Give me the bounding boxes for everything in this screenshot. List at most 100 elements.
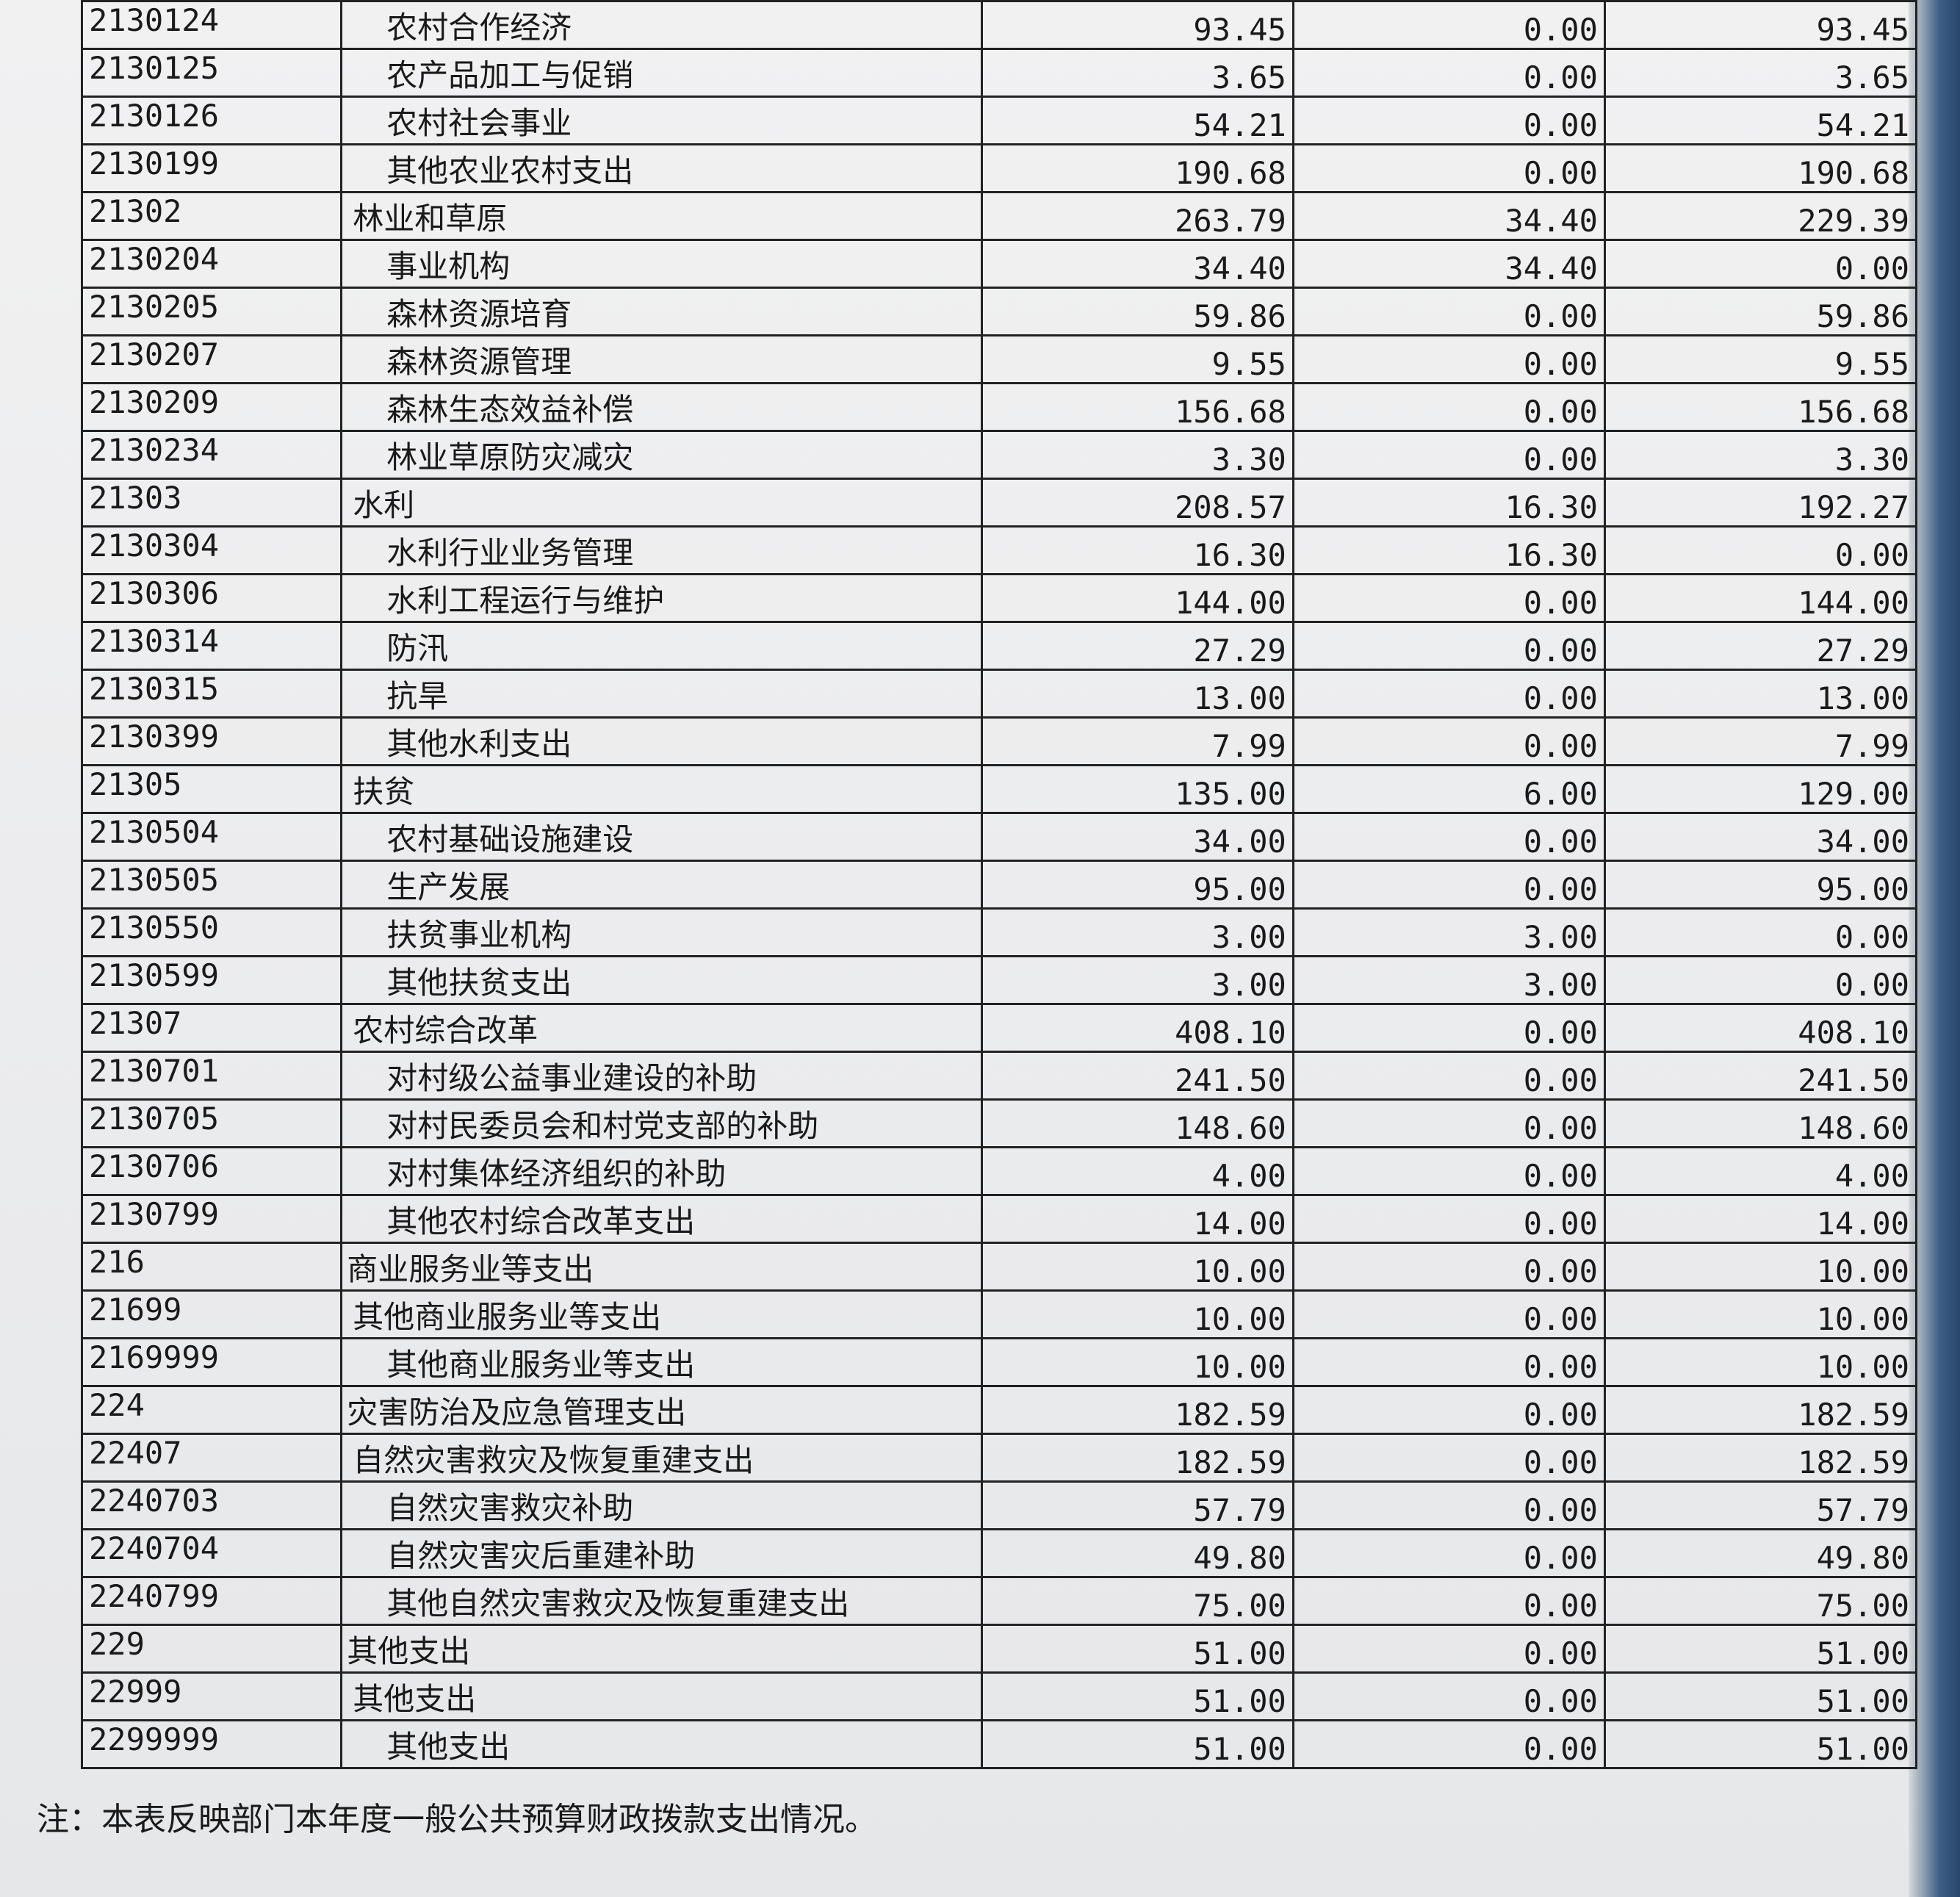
- table-row: 2130701 对村级公益事业建设的补助 241.50 0.00 241.50: [80, 1051, 1918, 1101]
- row-basic: 0.00: [1291, 1671, 1606, 1721]
- row-basic: 34.40: [1291, 191, 1606, 241]
- row-total: 51.00: [980, 1624, 1294, 1674]
- table-row: 2130125 农产品加工与促销 3.65 0.00 3.65: [80, 48, 1918, 98]
- row-project: 27.29: [1603, 621, 1918, 671]
- row-total: 10.00: [980, 1337, 1294, 1387]
- row-total: 3.30: [980, 430, 1294, 480]
- row-basic: 16.30: [1291, 525, 1606, 575]
- table-row: 2169999 其他商业服务业等支出 10.00 0.00 10.00: [80, 1337, 1918, 1387]
- row-total: 3.00: [980, 955, 1294, 1005]
- row-total: 93.45: [980, 0, 1294, 50]
- row-basic: 0.00: [1291, 1242, 1606, 1292]
- table-row: 22999 其他支出 51.00 0.00 51.00: [80, 1671, 1918, 1721]
- expenditure-table: 2130124 农村合作经济 93.45 0.00 93.45 2130125 农产品加工与…: [80, 0, 1918, 1769]
- row-project: 10.00: [1603, 1242, 1918, 1292]
- row-name: 林业草原防灾减灾: [340, 430, 983, 480]
- table-row: 2130199 其他农业农村支出 190.68 0.00 190.68: [80, 143, 1918, 193]
- row-project: 49.80: [1603, 1528, 1918, 1578]
- row-total: 10.00: [980, 1289, 1294, 1339]
- row-project: 3.30: [1603, 430, 1918, 480]
- row-code: 229: [80, 1624, 343, 1674]
- row-code: 2130399: [80, 716, 343, 766]
- row-code: 2130304: [80, 525, 343, 575]
- row-project: 93.45: [1603, 0, 1918, 50]
- table-row: 21305 扶贫 135.00 6.00 129.00: [80, 764, 1918, 814]
- row-code: 22407: [80, 1433, 343, 1483]
- row-project: 0.00: [1603, 907, 1918, 957]
- row-name: 水利工程运行与维护: [340, 573, 983, 623]
- row-code: 2130314: [80, 621, 343, 671]
- row-total: 14.00: [980, 1194, 1294, 1244]
- row-basic: 0.00: [1291, 382, 1606, 432]
- row-basic: 0.00: [1291, 430, 1606, 480]
- row-basic: 0.00: [1291, 1289, 1606, 1339]
- row-project: 229.39: [1603, 191, 1918, 241]
- row-project: 408.10: [1603, 1003, 1918, 1053]
- row-basic: 0.00: [1291, 48, 1606, 98]
- row-project: 182.59: [1603, 1385, 1918, 1435]
- row-name: 农村基础设施建设: [340, 812, 983, 862]
- row-total: 16.30: [980, 525, 1294, 575]
- row-name: 农村合作经济: [340, 0, 983, 50]
- row-name: 其他支出: [340, 1671, 983, 1721]
- row-total: 182.59: [980, 1433, 1294, 1483]
- row-basic: 3.00: [1291, 907, 1606, 957]
- table-row: 2240704 自然灾害灾后重建补助 49.80 0.00 49.80: [80, 1528, 1918, 1578]
- row-code: 2130799: [80, 1194, 343, 1244]
- row-name: 对村民委员会和村党支部的补助: [340, 1098, 983, 1148]
- row-name: 生产发展: [340, 860, 983, 910]
- row-project: 190.68: [1603, 143, 1918, 193]
- row-code: 2130306: [80, 573, 343, 623]
- table-row: 2130599 其他扶贫支出 3.00 3.00 0.00: [80, 955, 1918, 1005]
- table-row: 229 其他支出 51.00 0.00 51.00: [80, 1624, 1918, 1674]
- table-row: 2130550 扶贫事业机构 3.00 3.00 0.00: [80, 907, 1918, 957]
- row-total: 27.29: [980, 621, 1294, 671]
- row-total: 3.00: [980, 907, 1294, 957]
- row-name: 林业和草原: [340, 191, 983, 241]
- row-project: 95.00: [1603, 860, 1918, 910]
- row-code: 2130706: [80, 1146, 343, 1196]
- row-basic: 0.00: [1291, 0, 1606, 50]
- table-row: 2130204 事业机构 34.40 34.40 0.00: [80, 239, 1918, 289]
- table-row: 2130505 生产发展 95.00 0.00 95.00: [80, 860, 1918, 910]
- table-row: 2130314 防汛 27.29 0.00 27.29: [80, 621, 1918, 671]
- row-total: 59.86: [980, 287, 1294, 336]
- row-total: 51.00: [980, 1719, 1294, 1769]
- row-project: 156.68: [1603, 382, 1918, 432]
- table-row: 22407 自然灾害救灾及恢复重建支出 182.59 0.00 182.59: [80, 1433, 1918, 1483]
- row-total: 4.00: [980, 1146, 1294, 1196]
- table-row: 21303 水利 208.57 16.30 192.27: [80, 478, 1918, 528]
- table-row: 2130399 其他水利支出 7.99 0.00 7.99: [80, 716, 1918, 766]
- row-code: 2130234: [80, 430, 343, 480]
- row-basic: 0.00: [1291, 1098, 1606, 1148]
- row-code: 2130205: [80, 287, 343, 336]
- row-basic: 0.00: [1291, 1194, 1606, 1244]
- row-project: 192.27: [1603, 478, 1918, 528]
- row-total: 148.60: [980, 1098, 1294, 1148]
- row-basic: 0.00: [1291, 1003, 1606, 1053]
- row-name: 其他商业服务业等支出: [340, 1289, 983, 1339]
- row-name: 农村综合改革: [340, 1003, 983, 1053]
- row-basic: 0.00: [1291, 143, 1606, 193]
- row-name: 其他农村综合改革支出: [340, 1194, 983, 1244]
- row-project: 3.65: [1603, 48, 1918, 98]
- row-code: 224: [80, 1385, 343, 1435]
- table-row: 2130304 水利行业业务管理 16.30 16.30 0.00: [80, 525, 1918, 575]
- row-name: 森林资源培育: [340, 287, 983, 336]
- row-total: 182.59: [980, 1385, 1294, 1435]
- row-total: 208.57: [980, 478, 1294, 528]
- row-basic: 0.00: [1291, 1528, 1606, 1578]
- row-total: 34.00: [980, 812, 1294, 862]
- row-project: 14.00: [1603, 1194, 1918, 1244]
- row-basic: 6.00: [1291, 764, 1606, 814]
- row-name: 防汛: [340, 621, 983, 671]
- row-total: 9.55: [980, 334, 1294, 384]
- row-project: 0.00: [1603, 955, 1918, 1005]
- row-total: 263.79: [980, 191, 1294, 241]
- row-total: 75.00: [980, 1576, 1294, 1626]
- row-basic: 3.00: [1291, 955, 1606, 1005]
- row-basic: 0.00: [1291, 334, 1606, 384]
- row-project: 0.00: [1603, 239, 1918, 289]
- row-total: 144.00: [980, 573, 1294, 623]
- row-basic: 0.00: [1291, 1576, 1606, 1626]
